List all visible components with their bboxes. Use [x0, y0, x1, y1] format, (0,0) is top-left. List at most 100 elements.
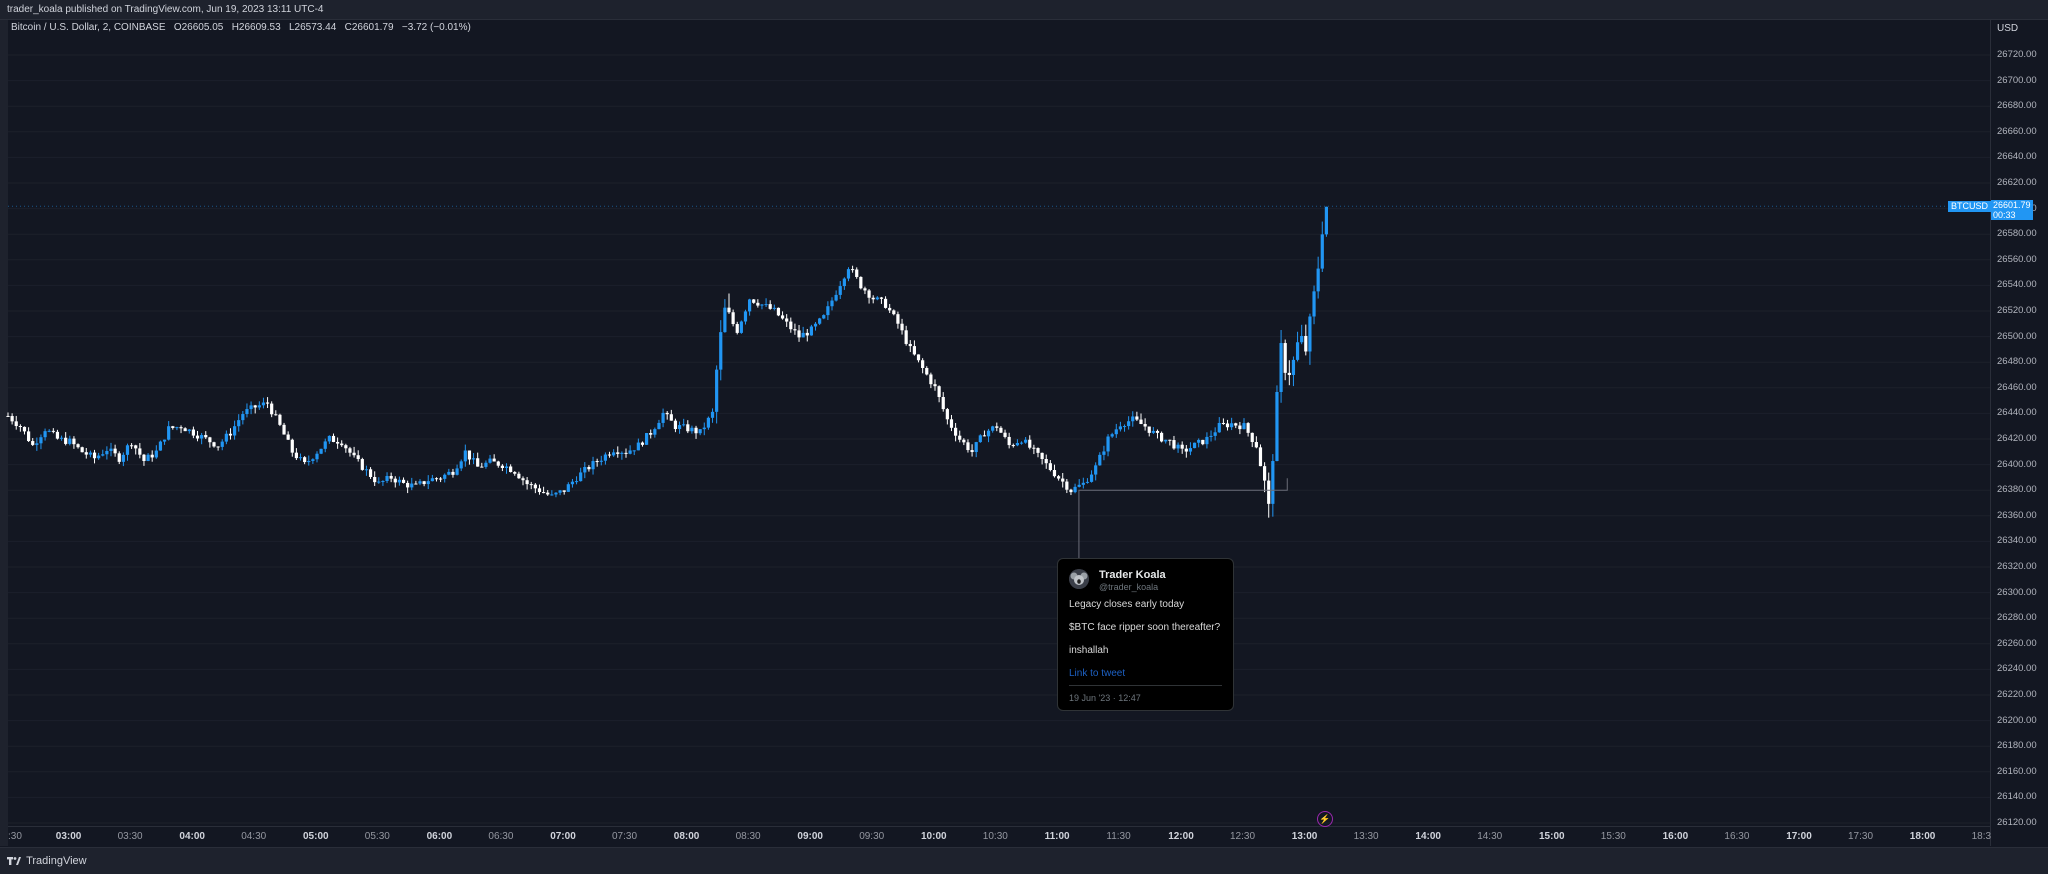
candle-body	[1308, 316, 1312, 352]
candle-body	[1168, 439, 1172, 441]
candle-body	[298, 457, 303, 459]
candle-body	[195, 435, 200, 439]
candle-body	[35, 443, 39, 445]
candle-body	[537, 488, 542, 493]
candle-body	[113, 448, 117, 454]
callout-connector	[1078, 478, 1288, 558]
tweet-line-1: Legacy closes early today	[1069, 599, 1185, 610]
legend-change: −3.72 (−0.01%)	[401, 22, 471, 33]
candle-body	[1258, 447, 1263, 467]
candle-body	[780, 315, 785, 319]
candle-body	[88, 452, 92, 455]
candle-body	[1192, 442, 1197, 449]
countdown: 00:33	[1993, 210, 2016, 220]
candle-body	[1197, 439, 1201, 443]
price-tick-label: 26320.00	[1997, 561, 2037, 572]
candle-body	[443, 474, 447, 479]
candle-body	[842, 278, 846, 287]
candle-body	[863, 288, 867, 291]
candle-body	[1102, 451, 1106, 455]
candle-body	[319, 448, 323, 454]
candle-body	[162, 439, 167, 442]
candle-body	[640, 442, 645, 445]
candle-body	[921, 360, 925, 368]
candle-body	[204, 435, 208, 438]
candle-body	[1205, 436, 1209, 445]
tweet-annotation-line	[8, 205, 1990, 558]
candle-body	[92, 452, 97, 459]
candle-body	[447, 471, 451, 475]
candle-body	[1316, 268, 1320, 292]
candle-body	[801, 332, 805, 338]
time-tick-label: 08:30	[735, 831, 761, 842]
candle-body	[521, 478, 525, 481]
candle-body	[624, 452, 628, 454]
time-tick-label: 12:00	[1168, 831, 1194, 842]
time-axis[interactable]: :30 03:00 03:30 04:00 04:30 05:00 05:30 06:00 06…	[8, 826, 1992, 847]
candle-body	[966, 442, 970, 451]
candle-body	[513, 472, 517, 474]
time-tick-label: 15:00	[1539, 831, 1565, 842]
time-tick-label: 03:00	[55, 831, 82, 842]
candle-body	[352, 452, 356, 456]
candle-body	[710, 411, 715, 418]
candle-body	[661, 412, 665, 423]
tweet-link[interactable]: Link to tweet	[1069, 668, 1126, 679]
candle-body	[603, 454, 607, 461]
candle-body	[1188, 448, 1193, 452]
candle-body	[1267, 480, 1271, 504]
time-tick-label: 14:00	[1415, 831, 1441, 842]
lightning-bolt-icon[interactable]: ⚡	[1317, 811, 1333, 827]
candle-body	[401, 479, 406, 483]
time-tick-label: 11:00	[1044, 831, 1070, 842]
legend-close-label: C	[344, 22, 352, 33]
candle-body	[739, 321, 743, 333]
candle-body	[731, 312, 735, 325]
tweet-author-handle: @trader_koala	[1099, 582, 1159, 592]
candle-body	[752, 299, 756, 303]
candle-body	[138, 448, 142, 455]
price-axis[interactable]: USD 26120.00 26140.00 26160.00 26180.00 2620…	[1990, 20, 2048, 846]
candle-body	[175, 427, 179, 429]
candle-body	[500, 465, 504, 469]
candle-body	[368, 469, 373, 477]
candle-body	[908, 343, 912, 347]
price-tick-label: 26240.00	[1997, 663, 2037, 675]
time-tick-label: 16:00	[1662, 831, 1689, 842]
time-tick-label: 13:00	[1291, 831, 1318, 842]
candle-body	[719, 332, 723, 370]
candle-body	[1238, 425, 1242, 430]
time-tick-label: 09:30	[859, 831, 885, 842]
candle-body	[410, 483, 414, 488]
time-tick-label: 11:30	[1106, 831, 1131, 842]
candle-body	[467, 450, 472, 460]
candle-body	[496, 461, 500, 466]
time-tick-label: 18:3	[1971, 831, 1992, 842]
candle-body	[772, 307, 776, 309]
candle-body	[665, 412, 669, 415]
candle-body	[364, 469, 369, 471]
candle-body	[982, 435, 987, 437]
candle-body	[1024, 439, 1028, 443]
candle-body	[1234, 423, 1238, 426]
candle-body	[64, 437, 68, 444]
price-tick-label: 26360.00	[1997, 509, 2037, 521]
time-tick-label: 10:00	[921, 831, 947, 842]
candle-body	[632, 450, 636, 452]
candle-body	[27, 431, 31, 442]
candle-body	[265, 402, 270, 404]
candle-body	[22, 426, 27, 432]
price-tick-label: 26460.00	[1997, 381, 2037, 393]
candle-body	[1032, 447, 1036, 449]
candle-body	[805, 332, 809, 336]
tweet-card[interactable]: Trader Koala @trader_koala Legacy closes…	[1057, 558, 1234, 711]
legend-high: 26609.53	[238, 22, 281, 33]
price-tick-label: 26500.00	[1997, 330, 2037, 342]
price-tick-label: 26160.00	[1997, 765, 2037, 777]
candle-body	[1184, 448, 1188, 452]
candle-body	[595, 461, 599, 463]
tradingview-logo-icon[interactable]: TradingView	[7, 848, 87, 874]
candle-body	[1135, 416, 1139, 420]
candle-body	[509, 466, 513, 473]
